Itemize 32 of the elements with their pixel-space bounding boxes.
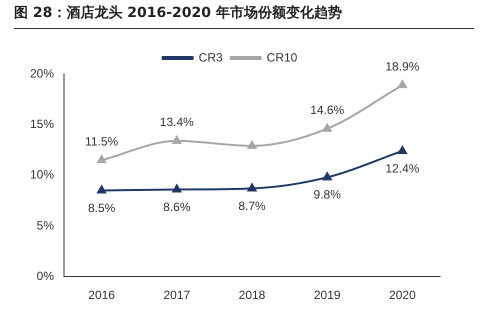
point	[398, 80, 407, 88]
point	[97, 185, 106, 194]
y-tick-label: 5%	[36, 218, 54, 232]
point	[97, 155, 106, 164]
chart-title: 图 28：酒店龙头 2016-2020 年市场份额变化趋势	[14, 4, 474, 29]
data-label: 9.8%	[314, 188, 342, 202]
data-label: 18.9%	[385, 59, 420, 74]
y-tick-label: 0%	[36, 268, 54, 283]
data-label: 14.6%	[310, 103, 345, 118]
data-label: 11.5%	[85, 134, 119, 148]
x-tick-label: 2020	[389, 288, 416, 302]
legend-label: CR3	[198, 50, 223, 64]
point	[398, 146, 407, 154]
legend-label: CR10	[266, 50, 298, 64]
data-label: 8.7%	[238, 198, 266, 213]
data-label: 13.4%	[160, 115, 194, 130]
y-tick-label: 20%	[30, 66, 54, 80]
point	[322, 124, 332, 132]
point	[172, 184, 182, 192]
point	[248, 183, 256, 192]
x-tick-label: 2017	[163, 288, 190, 302]
point	[248, 140, 256, 149]
data-label: 12.4%	[385, 161, 420, 176]
x-tick-label: 2019	[314, 288, 341, 302]
point	[322, 172, 332, 180]
y-tick-label: 15%	[30, 116, 54, 131]
y-tick-label: 10%	[30, 168, 54, 182]
x-tick-label: 2018	[238, 288, 266, 302]
data-label: 8.5%	[88, 200, 116, 215]
point	[172, 136, 182, 144]
x-tick-label: 2016	[88, 288, 116, 302]
data-label: 8.6%	[163, 200, 191, 214]
